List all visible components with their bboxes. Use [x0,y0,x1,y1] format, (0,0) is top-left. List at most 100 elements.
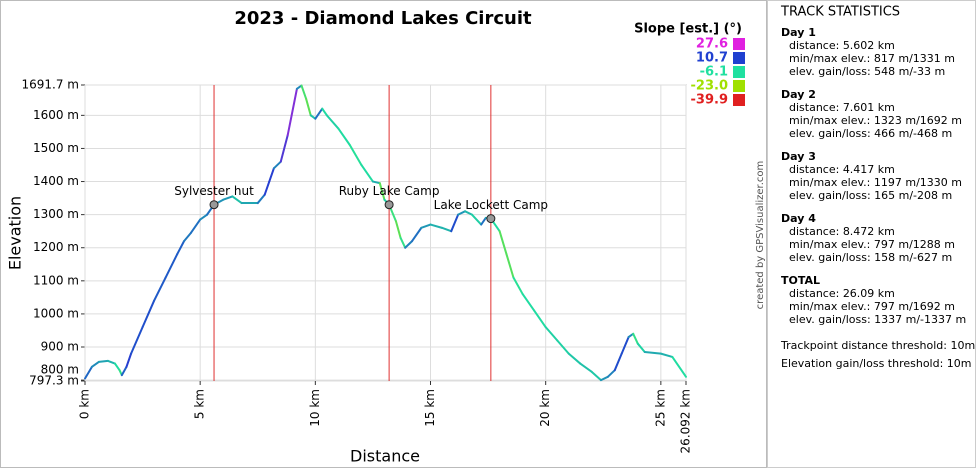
profile-segment [337,127,351,147]
profile-segment [480,216,487,226]
profile-segment [130,326,144,355]
stats-line: min/max elev.: 1197 m/1330 m [789,176,962,189]
stats-line: elev. gain/loss: 466 m/-468 m [789,127,952,140]
profile-segment [286,87,298,137]
y-axis-label: Elevation [6,196,25,270]
chart-title: 2023 - Diamond Lakes Circuit [234,8,532,29]
stats-line: min/max elev.: 1323 m/1692 m [789,114,962,127]
stats-line: distance: 5.602 km [789,39,895,52]
stats-line: distance: 7.601 km [789,101,895,114]
profile-segment [176,240,186,256]
profile-segment [470,213,483,226]
y-tick-label: 1400 m [33,174,79,188]
legend-label: 27.6 [696,37,728,52]
waypoint-label: Lake Lockett Camp [434,198,548,212]
profile-segment [498,230,508,256]
waypoint-label: Sylvester hut [174,184,254,198]
legend-title: Slope [est.] (°) [634,22,742,37]
profile-segment [189,218,202,234]
y-tick-label: 1600 m [33,108,79,122]
y-tick-label: 1691.7 m [22,78,80,92]
profile-segment [505,253,515,279]
profile-segment [450,213,460,233]
profile-segment [671,355,687,378]
y-tick-label: 800 m [41,363,79,377]
y-tick-label: 1200 m [33,240,79,254]
profile-segment [113,362,121,372]
profile-segment [279,134,289,163]
credit: created by GPSVisualizer.com [755,161,766,310]
profile-segment [533,309,547,329]
stats-line: min/max elev.: 797 m/1692 m [789,300,955,313]
x-tick-label: 10 km [308,389,322,427]
waypoint-label: Ruby Lake Camp [339,184,440,198]
profile-segment [643,350,662,355]
profile-segment [263,180,271,196]
stats-panel [767,0,976,468]
stats-heading: Day 3 [781,150,816,163]
legend-swatch [733,66,745,78]
y-tick-label: 797.3 m [29,374,79,388]
profile-segment [97,359,110,363]
profile-segment [590,370,602,382]
legend-swatch [733,52,745,64]
y-tick-label: 1500 m [33,141,79,155]
legend-swatch [733,80,745,92]
x-tick-label: 0 km [78,389,92,419]
x-tick-label: 15 km [423,389,437,427]
profile-segment [164,253,179,279]
stats-line: min/max elev.: 797 m/1288 m [789,238,955,251]
profile-segment [464,210,473,216]
profile-segment [399,236,407,249]
profile-segment [321,107,328,117]
stats-line: distance: 26.09 km [789,287,895,300]
profile-segment [348,144,363,166]
y-tick-label: 1100 m [33,273,79,287]
stats-heading: Day 1 [781,26,816,39]
profile-segment [141,299,156,329]
waypoint-marker [486,214,496,224]
profile-segment [120,365,128,377]
profile-segment [222,195,234,201]
x-tick-label: 26.092 km [679,389,693,453]
profile-segment [606,369,616,378]
profile-segment [153,276,167,302]
profile-segment [256,193,266,205]
stats-title: TRACK STATISTICS [780,5,900,20]
profile-segment [107,359,116,365]
plot-area [84,84,687,382]
profile-segment [231,195,243,205]
profile-segment [613,352,623,372]
stats-line: elev. gain/loss: 158 m/-627 m [789,251,952,264]
profile-segment [411,226,423,243]
stats-note: Trackpoint distance threshold: 10m [780,339,975,352]
profile-segment [199,213,209,221]
profile-segment [84,365,93,380]
stats-heading: Day 2 [781,88,816,101]
profile-segment [371,180,381,185]
profile-segment [90,360,100,368]
profile-segment [314,107,324,120]
profile-segment [378,182,386,201]
profile-segment [300,84,308,100]
stats-heading: Day 4 [781,212,816,225]
profile-segment [268,167,275,183]
stats-note: Elevation gain/loss threshold: 10m [781,357,972,370]
profile-segment [636,342,646,353]
y-tick-label: 1000 m [33,306,79,320]
y-tick-label: 900 m [41,340,79,354]
profile-segment [556,339,570,355]
x-tick-label: 5 km [193,389,207,419]
profile-segment [579,362,593,373]
stats-line: elev. gain/loss: 548 m/-33 m [789,65,945,78]
legend-label: 10.7 [696,51,728,66]
legend-swatch [733,94,745,106]
profile-segment [272,160,282,170]
profile-segment [632,332,639,345]
stats-line: distance: 8.472 km [789,225,895,238]
profile-segment [620,336,630,355]
profile-segment [521,293,536,312]
stats-line: elev. gain/loss: 165 m/-208 m [789,189,952,202]
